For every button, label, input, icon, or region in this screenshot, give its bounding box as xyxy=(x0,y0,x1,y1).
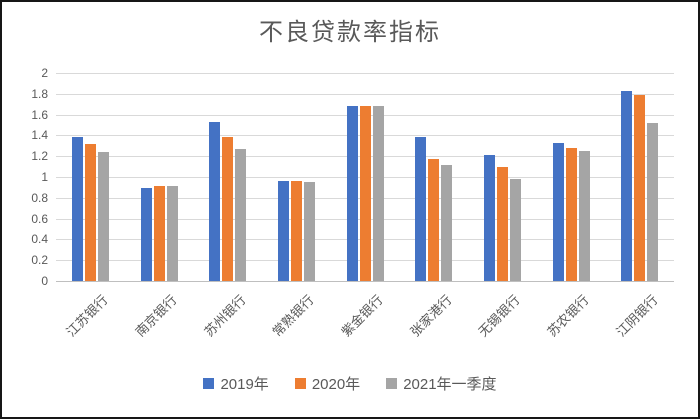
bar-2019年-苏农银行 xyxy=(552,142,564,281)
x-axis-line xyxy=(56,281,674,282)
bar-2021年一季度-张家港行 xyxy=(441,164,453,281)
bar-2020年-苏州银行 xyxy=(222,137,234,281)
y-axis-tick-label: 1.2 xyxy=(31,149,48,164)
y-axis-tick-label: 0.4 xyxy=(31,232,48,247)
legend-swatch-icon xyxy=(386,378,398,389)
bar-2020年-江阴银行 xyxy=(634,94,646,281)
legend-item-2021年一季度: 2021年一季度 xyxy=(386,373,497,394)
gridline xyxy=(56,73,674,74)
bar-2019年-苏州银行 xyxy=(209,121,221,281)
x-axis-category-label: 江苏银行 xyxy=(63,292,112,340)
bar-2021年一季度-江苏银行 xyxy=(97,152,109,281)
x-axis-category-label: 南京银行 xyxy=(132,292,180,340)
legend-swatch-icon xyxy=(203,378,215,389)
bar-2020年-江苏银行 xyxy=(84,143,96,281)
bar-2020年-紫金银行 xyxy=(359,106,371,281)
x-axis-category-label: 苏农银行 xyxy=(544,292,592,340)
bar-2020年-苏农银行 xyxy=(565,147,577,281)
legend-label: 2020年 xyxy=(311,376,361,393)
bar-2021年一季度-南京银行 xyxy=(166,186,178,281)
y-axis-tick-label: 1.6 xyxy=(31,107,48,122)
bar-2019年-无锡银行 xyxy=(483,155,495,281)
bar-2019年-紫金银行 xyxy=(346,106,358,281)
chart-title: 不良贷款率指标 xyxy=(259,19,441,46)
legend-swatch-icon xyxy=(294,378,306,389)
bar-2020年-张家港行 xyxy=(428,159,440,281)
y-axis-tick-label: 2 xyxy=(41,66,48,80)
bar-2021年一季度-苏农银行 xyxy=(578,151,590,281)
y-axis-tick-label: 1.8 xyxy=(31,86,48,101)
bar-2020年-常熟银行 xyxy=(290,181,302,281)
bar-2021年一季度-紫金银行 xyxy=(372,106,384,281)
x-axis-category-label: 常熟银行 xyxy=(269,292,318,340)
x-axis-category-label: 紫金银行 xyxy=(338,292,386,340)
bar-2019年-常熟银行 xyxy=(277,181,289,281)
bar-2019年-张家港行 xyxy=(415,137,427,281)
bar-2020年-无锡银行 xyxy=(496,166,508,281)
y-axis-tick-label: 1.4 xyxy=(31,128,48,143)
x-axis-category-label: 张家港行 xyxy=(407,292,455,340)
y-axis-tick-label: 0 xyxy=(41,274,48,288)
legend-label: 2021年一季度 xyxy=(403,376,497,393)
x-axis-category-label: 无锡银行 xyxy=(475,292,524,340)
bar-2021年一季度-常熟银行 xyxy=(303,182,315,281)
bar-2021年一季度-无锡银行 xyxy=(509,179,521,281)
x-axis-category-label: 苏州银行 xyxy=(201,292,249,340)
legend-item-2019年: 2019年 xyxy=(203,373,269,394)
bar-2021年一季度-苏州银行 xyxy=(235,148,247,281)
bar-2020年-南京银行 xyxy=(153,186,165,281)
bar-2019年-江苏银行 xyxy=(71,137,83,281)
legend-label: 2019年 xyxy=(220,376,269,393)
legend-item-2020年: 2020年 xyxy=(294,373,361,394)
gridline xyxy=(56,93,674,95)
y-axis-tick-label: 0.8 xyxy=(31,190,48,205)
y-axis-tick-label: 0.2 xyxy=(31,253,48,268)
bar-2021年一季度-江阴银行 xyxy=(647,122,659,281)
x-axis-category-label: 江阴银行 xyxy=(613,292,661,340)
bar-2019年-南京银行 xyxy=(140,188,152,281)
y-axis-tick-label: 0.6 xyxy=(31,211,48,226)
y-axis-tick-label: 1 xyxy=(41,170,48,184)
legend: 2019年 2020年 2021年一季度 xyxy=(2,373,698,394)
bar-2019年-江阴银行 xyxy=(621,90,633,281)
